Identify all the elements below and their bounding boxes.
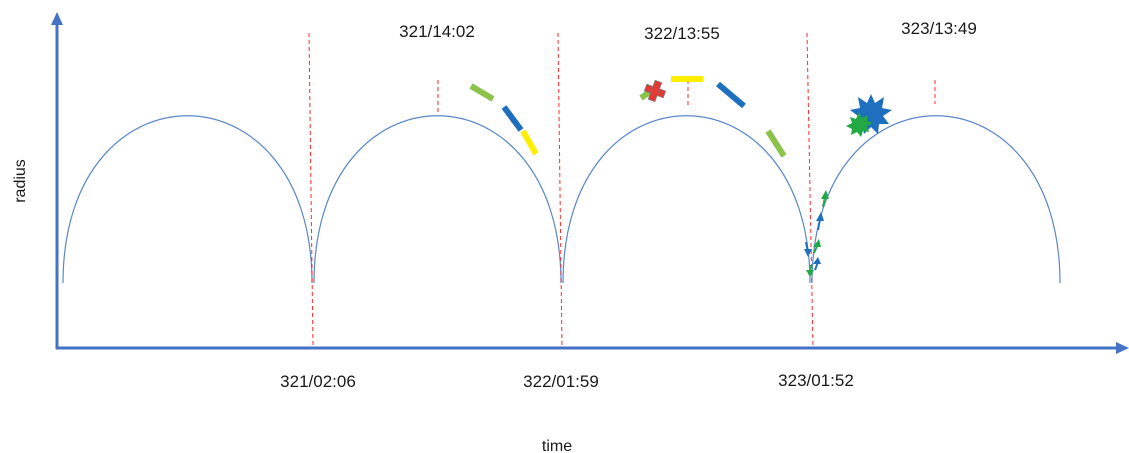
segment-blue	[716, 81, 746, 109]
segment-green	[765, 129, 787, 158]
arrow-icon	[821, 190, 829, 208]
periapsis-label-3: 323/01:52	[778, 371, 854, 390]
apoapsis-label-3: 323/13:49	[901, 19, 977, 38]
arc3-events	[639, 76, 787, 158]
cross-icon	[643, 79, 667, 103]
orbit-arc-3	[562, 115, 811, 284]
arc2-events	[469, 83, 539, 156]
x-axis-arrow	[1116, 342, 1129, 354]
x-axis-label: time	[542, 438, 572, 453]
starburst-cluster	[846, 94, 892, 137]
y-axis-label: radius	[12, 159, 29, 203]
periapsis-label-2: 322/01:59	[523, 372, 599, 391]
starburst-icon	[846, 112, 873, 137]
apoapsis-label-1: 321/14:02	[399, 22, 475, 41]
periapsis-marker-3	[806, 32, 814, 349]
orbit-arc-1	[62, 115, 313, 284]
axes	[51, 12, 1129, 354]
y-axis-arrow	[51, 12, 63, 25]
segment-blue	[501, 105, 524, 132]
time-markers	[308, 32, 936, 349]
arrow-cluster	[804, 190, 829, 277]
periapsis-label-1: 321/02:06	[280, 372, 356, 391]
arrow-icon	[816, 212, 824, 231]
segment-green	[469, 83, 495, 102]
arrow-icon	[804, 241, 812, 257]
arrow-icon	[806, 264, 814, 277]
arrow-icon	[813, 257, 821, 271]
orbit-arc-2	[313, 115, 562, 284]
periapsis-marker-1	[308, 32, 314, 349]
periapsis-marker-2	[557, 32, 563, 349]
orbit-curves	[62, 115, 1061, 284]
orbit-arc-4	[811, 115, 1061, 284]
arrow-icon	[813, 239, 821, 254]
segment-yellow	[520, 129, 539, 156]
apoapsis-label-2: 322/13:55	[644, 24, 720, 43]
